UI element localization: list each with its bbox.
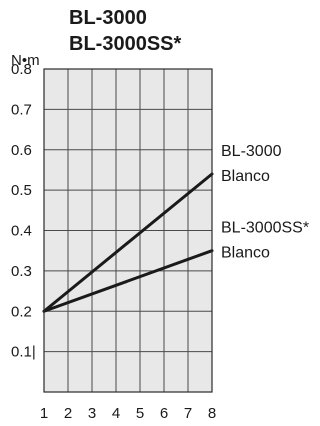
series-lines bbox=[42, 172, 214, 313]
y-tick-label: 0.6 bbox=[11, 142, 32, 159]
y-tick-label: 0.1| bbox=[11, 344, 36, 361]
plot-frame bbox=[43, 68, 213, 393]
x-tick-label: 8 bbox=[208, 405, 216, 422]
y-tick-label: 0.7 bbox=[11, 101, 32, 118]
series-labels: BL-3000 Blanco BL-3000SS* Blanco bbox=[221, 143, 309, 262]
x-tick-label: 1 bbox=[40, 405, 48, 422]
series-label-2-line-1: BL-3000SS* bbox=[221, 220, 309, 237]
series-label-2-line-2: Blanco bbox=[221, 245, 270, 262]
x-tick-label: 7 bbox=[184, 405, 192, 422]
y-tick-label: 0.3 bbox=[11, 263, 32, 280]
x-tick-label: 5 bbox=[136, 405, 144, 422]
series-line-2 bbox=[42, 249, 214, 313]
series-label-1-line-2: Blanco bbox=[221, 168, 270, 185]
x-tick-label: 2 bbox=[64, 405, 72, 422]
y-tick-label: 0.5 bbox=[11, 182, 32, 199]
chart-title-line-2: BL-3000SS* bbox=[69, 33, 181, 55]
x-tick-label: 6 bbox=[160, 405, 168, 422]
y-tick-labels: 0.1| 0.2 0.3 0.4 0.5 0.6 0.7 0.8 bbox=[11, 61, 36, 361]
y-axis-unit-label: N•m bbox=[11, 52, 40, 69]
series-line-1 bbox=[42, 172, 214, 313]
y-tick-label: 0.2 bbox=[11, 303, 32, 320]
series-label-1-line-1: BL-3000 bbox=[221, 143, 282, 160]
x-tick-label: 3 bbox=[88, 405, 96, 422]
y-tick-label: 0.8 bbox=[11, 61, 32, 78]
chart-title-line-1: BL-3000 bbox=[69, 7, 147, 29]
x-tick-label: 4 bbox=[112, 405, 120, 422]
y-tick-label: 0.4 bbox=[11, 223, 32, 240]
